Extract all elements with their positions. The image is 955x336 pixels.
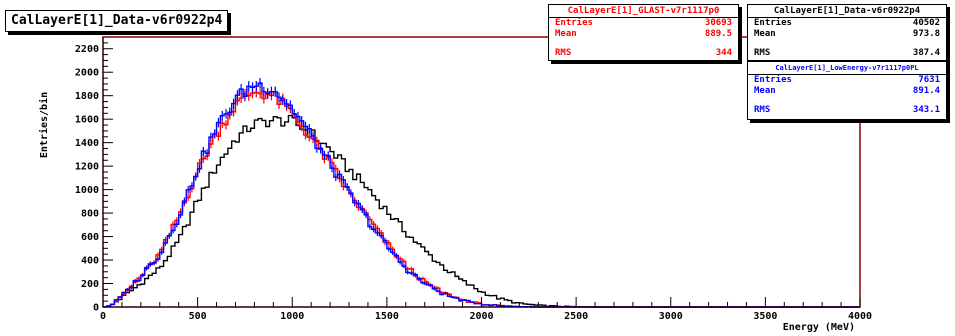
lowenergy-entries-value: 7631 [918, 75, 940, 85]
glast-mean-value: 889.5 [704, 29, 732, 39]
y-tick-label: 800 [81, 209, 99, 220]
y-tick-label: 600 [81, 232, 99, 243]
y-tick-label: 400 [81, 256, 99, 267]
stats-box-glast: CalLayerE[1]_GLAST-v7r1117p0 Entries 3069… [548, 4, 739, 61]
lowenergy-rms-label: RMS [754, 105, 771, 115]
lowenergy-rms-value: 343.1 [912, 105, 940, 115]
glast-entries-value: 30693 [704, 18, 732, 28]
data-mean-value: 973.8 [912, 29, 940, 39]
data-mean-label: Mean [754, 29, 776, 39]
chart-title: CalLayerE[1]_Data-v6r0922p4 [5, 10, 229, 32]
stats-box-lowenergy: CalLayerE[1]_LowEnergy-v7r1117p0PL Entri… [747, 61, 947, 120]
x-tick-label: 0 [100, 311, 106, 322]
x-tick-label: 1500 [375, 311, 399, 322]
x-tick-label: 4000 [848, 311, 872, 322]
y-tick-label: 1400 [75, 138, 99, 149]
y-tick-label: 2200 [75, 44, 99, 55]
y-tick-label: 2000 [75, 68, 99, 79]
x-tick-label: 2500 [564, 311, 588, 322]
y-tick-label: 200 [81, 279, 99, 290]
glast-entries-label: Entries [555, 18, 593, 28]
y-tick-label: 1200 [75, 162, 99, 173]
lowenergy-mean-value: 891.4 [912, 86, 940, 96]
y-tick-label: 1800 [75, 91, 99, 102]
lowenergy-mean-label: Mean [754, 86, 776, 96]
x-tick-label: 3500 [753, 311, 777, 322]
series-line-data [102, 114, 860, 308]
y-tick-label: 0 [93, 303, 99, 314]
data-entries-value: 40502 [912, 18, 940, 28]
data-rms-value: 387.4 [912, 48, 940, 58]
glast-mean-label: Mean [555, 29, 577, 39]
y-tick-label: 1600 [75, 115, 99, 126]
x-tick-label: 1000 [280, 311, 304, 322]
glast-rms-label: RMS [555, 48, 572, 58]
lowenergy-entries-label: Entries [754, 75, 792, 85]
x-tick-label: 3000 [659, 311, 683, 322]
data-entries-label: Entries [754, 18, 792, 28]
y-axis-label: Entries/bin [38, 92, 50, 158]
data-rms-label: RMS [754, 48, 771, 58]
stats-box-glast-title: CalLayerE[1]_GLAST-v7r1117p0 [549, 5, 738, 18]
glast-rms-value: 344 [715, 48, 732, 58]
stats-box-data-title: CalLayerE[1]_Data-v6r0922p4 [748, 5, 946, 18]
x-tick-label: 2000 [469, 311, 493, 322]
y-tick-label: 1000 [75, 185, 99, 196]
x-axis-label: Energy (MeV) [783, 322, 855, 333]
x-tick-label: 500 [189, 311, 207, 322]
stats-box-lowenergy-title: CalLayerE[1]_LowEnergy-v7r1117p0PL [748, 62, 946, 75]
stats-box-data: CalLayerE[1]_Data-v6r0922p4 Entries 40502… [747, 4, 947, 61]
